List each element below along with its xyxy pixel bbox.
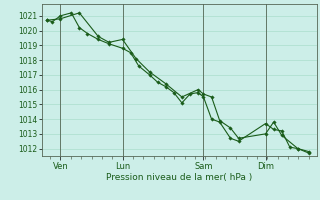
X-axis label: Pression niveau de la mer( hPa ): Pression niveau de la mer( hPa ) bbox=[106, 173, 252, 182]
